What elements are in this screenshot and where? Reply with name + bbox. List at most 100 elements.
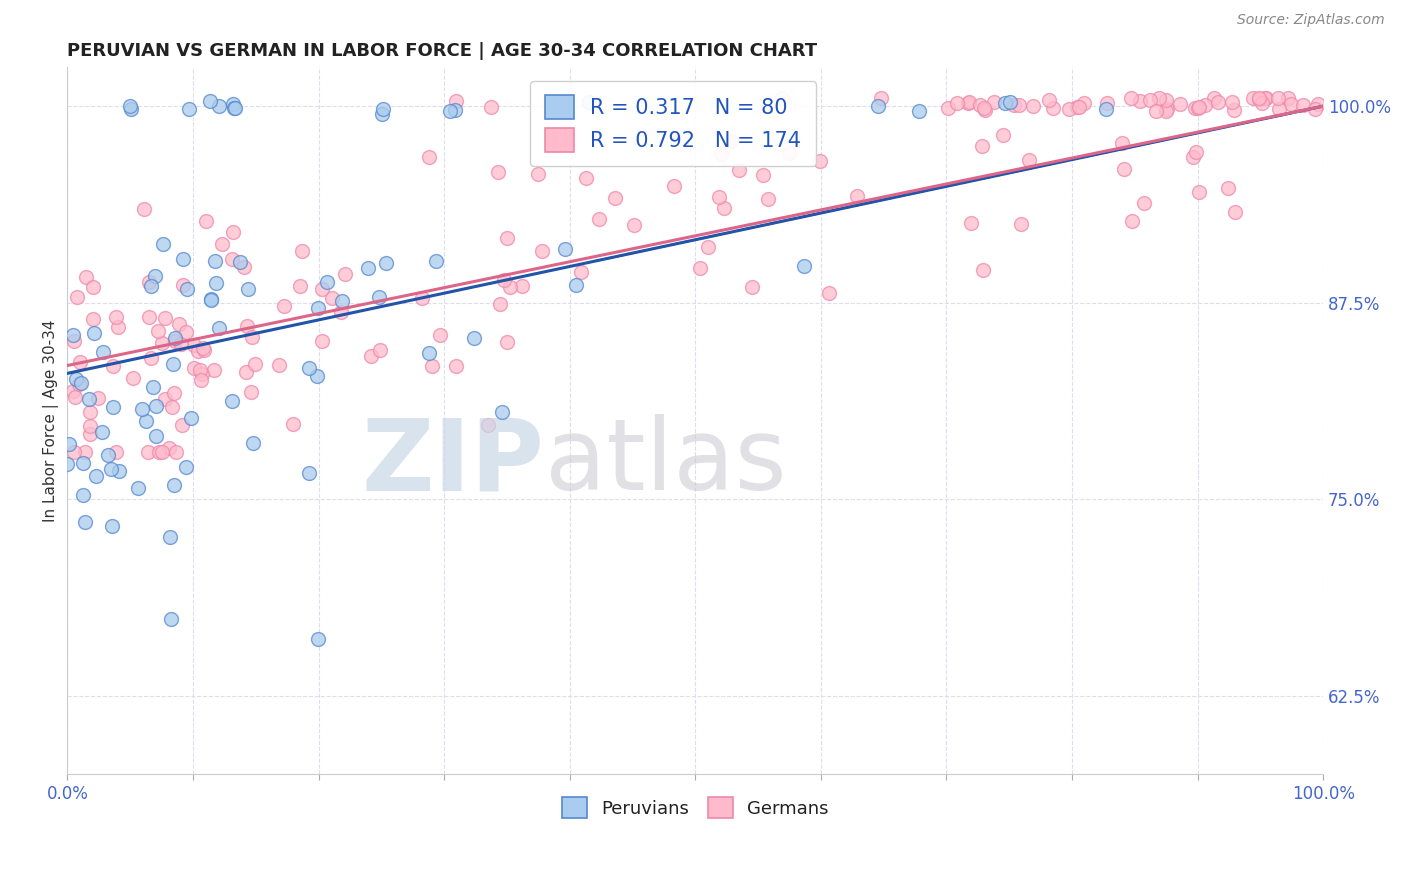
Point (662, 179, 685, 194)
Point (588, 211, 610, 226)
Point (163, 478, 186, 492)
Point (710, 146, 733, 161)
Point (58, 437, 80, 451)
Point (105, 445, 128, 459)
Point (335, 267, 357, 281)
Point (418, 150, 440, 164)
Point (101, 400, 124, 414)
Point (221, 394, 243, 409)
Point (1168, 96, 1191, 111)
Point (1188, 185, 1211, 199)
Point (330, 294, 353, 309)
Point (163, 385, 186, 400)
Point (180, 411, 202, 425)
Point (107, 320, 129, 334)
Point (70, 376, 93, 391)
Point (172, 278, 194, 293)
Point (605, 191, 627, 205)
Point (150, 445, 173, 459)
Point (1216, 180, 1239, 194)
Point (138, 310, 160, 324)
Point (79, 427, 101, 442)
Point (1042, 101, 1064, 115)
Point (183, 360, 205, 375)
Point (307, 301, 329, 315)
Point (756, 192, 779, 206)
Point (79, 404, 101, 418)
Point (360, 349, 382, 363)
Text: atlas: atlas (544, 415, 786, 511)
Point (1202, 91, 1225, 105)
Point (728, 163, 751, 178)
Y-axis label: In Labor Force | Age 30-34: In Labor Force | Age 30-34 (44, 319, 59, 522)
Point (1181, 149, 1204, 163)
Point (623, 218, 645, 232)
Point (145, 269, 167, 284)
Point (222, 96, 245, 111)
Point (1185, 145, 1208, 160)
Point (242, 435, 264, 450)
Point (65, 390, 87, 404)
Point (983, 95, 1005, 109)
Point (62, 327, 84, 342)
Point (972, 263, 994, 277)
Point (1223, 103, 1246, 117)
Point (136, 445, 159, 459)
Point (1154, 93, 1177, 107)
Point (479, 100, 502, 114)
Point (463, 331, 485, 345)
Point (994, 95, 1017, 110)
Point (499, 280, 522, 294)
Point (166, 445, 188, 459)
Point (188, 363, 211, 377)
Point (157, 441, 180, 455)
Point (162, 358, 184, 372)
Point (526, 167, 548, 181)
Point (367, 290, 389, 304)
Point (67, 377, 90, 392)
Point (77, 392, 100, 406)
Point (311, 282, 333, 296)
Point (1241, 91, 1264, 105)
Point (957, 95, 980, 110)
Point (973, 101, 995, 115)
Point (1008, 98, 1031, 112)
Point (172, 252, 194, 266)
Point (846, 189, 869, 203)
Point (90, 425, 112, 440)
Point (1187, 101, 1209, 115)
Point (1018, 153, 1040, 168)
Point (186, 344, 208, 359)
Point (204, 254, 226, 268)
Point (87, 391, 110, 405)
Point (121, 371, 143, 385)
Point (565, 277, 588, 292)
Point (145, 429, 167, 443)
Point (810, 154, 832, 169)
Point (972, 138, 994, 153)
Point (288, 278, 311, 293)
Point (228, 255, 250, 269)
Point (1112, 161, 1135, 176)
Point (63, 445, 86, 459)
Point (198, 95, 221, 109)
Point (267, 358, 290, 372)
Point (142, 380, 165, 394)
Point (375, 255, 398, 269)
Point (697, 240, 720, 254)
Point (1184, 101, 1206, 115)
Point (530, 244, 553, 259)
Point (83, 326, 105, 340)
Point (1254, 91, 1277, 105)
Point (1223, 205, 1246, 219)
Point (491, 405, 513, 419)
Point (1251, 95, 1274, 110)
Point (1038, 93, 1060, 107)
Point (193, 343, 215, 358)
Point (176, 282, 198, 296)
Point (720, 134, 742, 148)
Point (495, 231, 517, 245)
Point (190, 367, 212, 381)
Point (281, 417, 304, 432)
Point (162, 400, 184, 414)
